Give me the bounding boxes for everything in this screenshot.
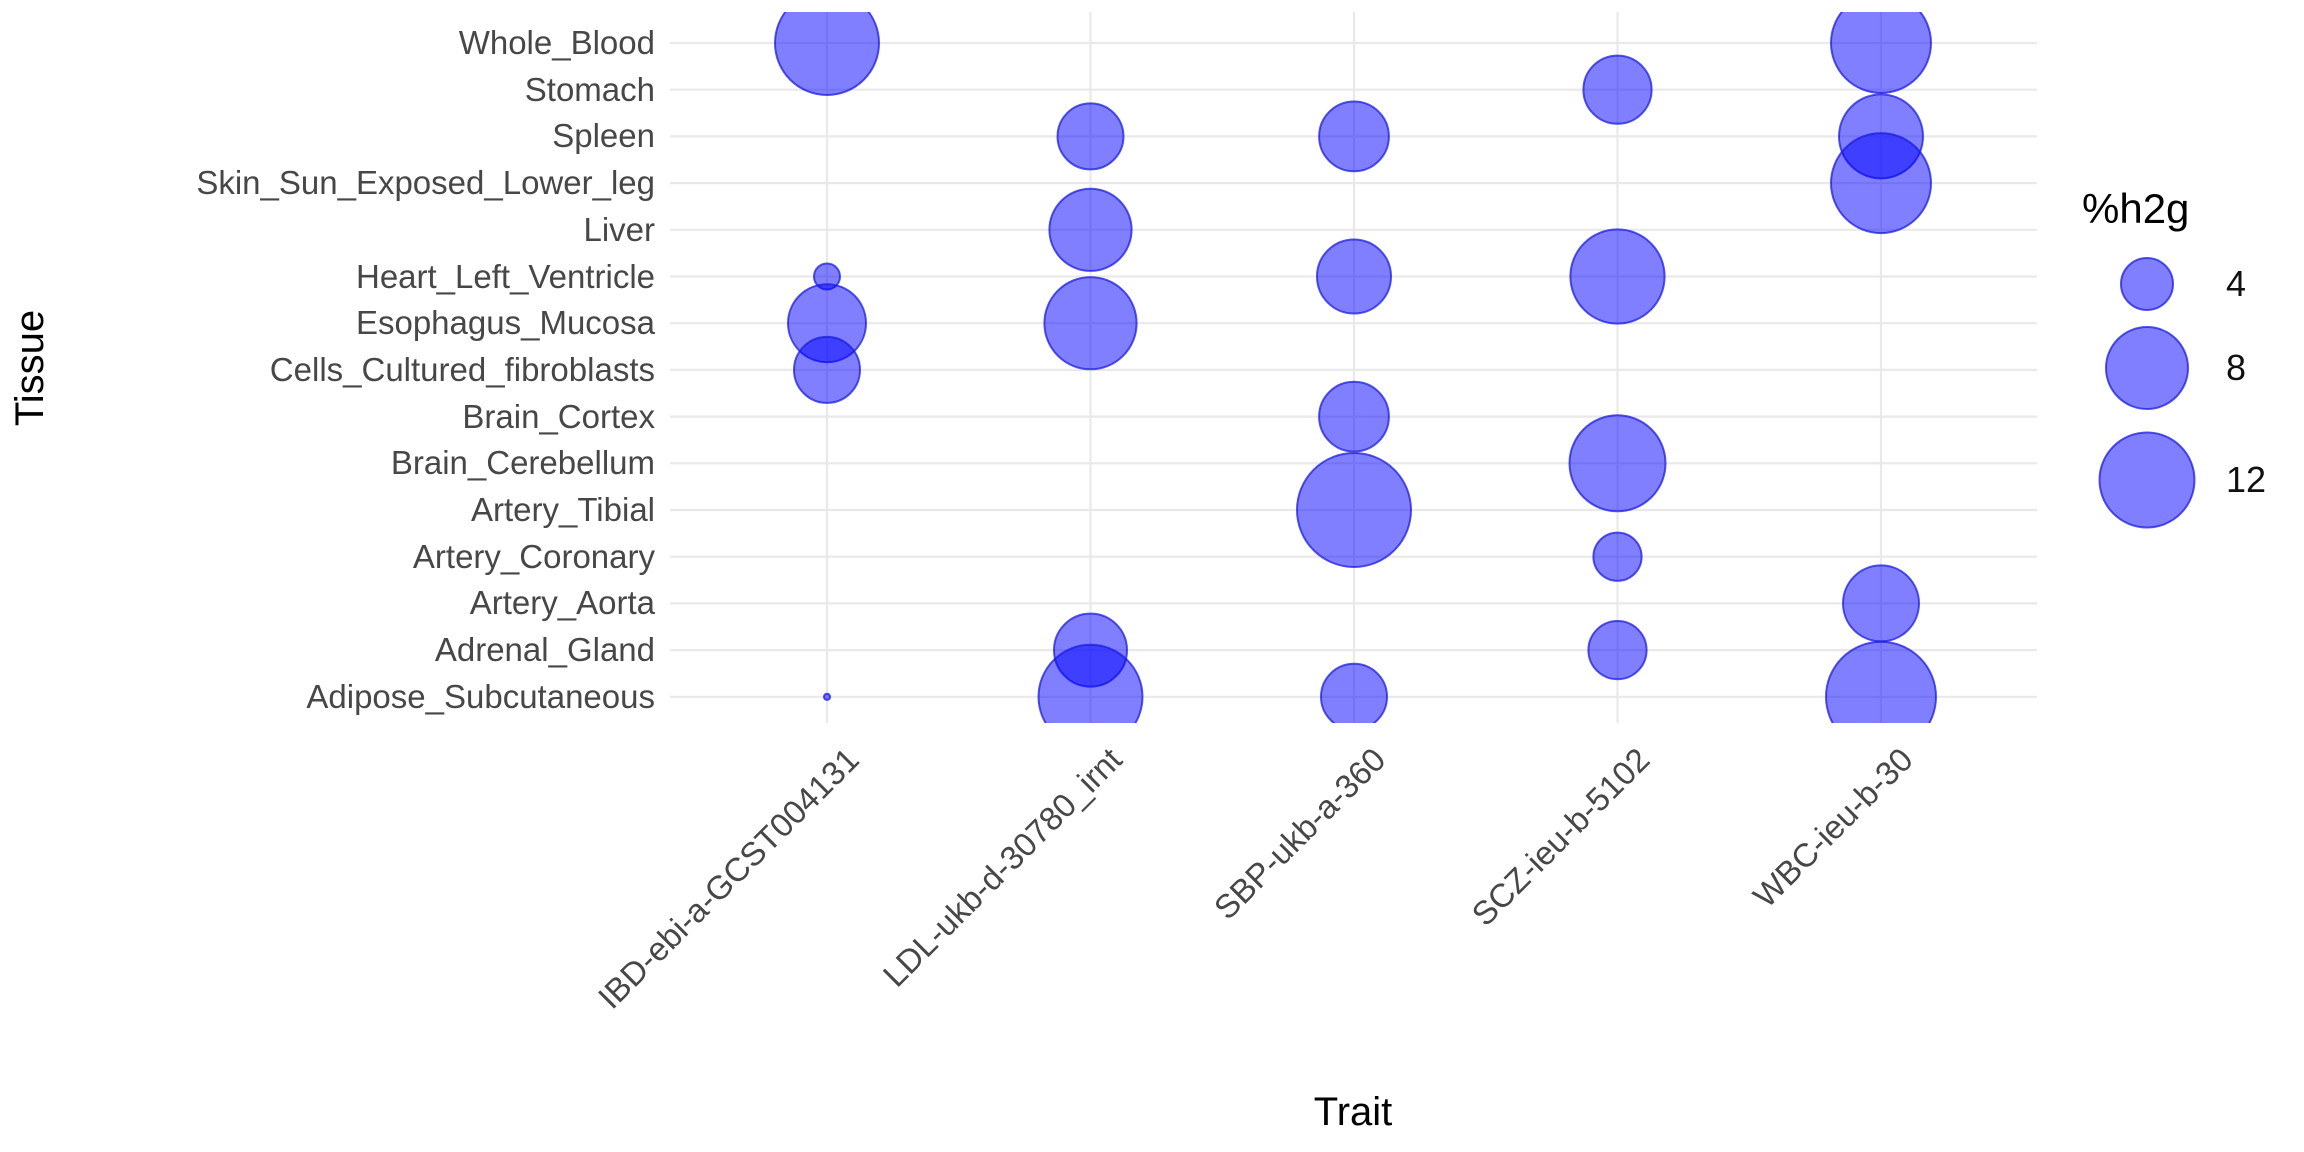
y-tick-label: Artery_Aorta bbox=[469, 584, 655, 622]
bubble bbox=[1318, 380, 1390, 453]
bubble bbox=[1842, 564, 1920, 643]
legend-value-label: 8 bbox=[2226, 347, 2247, 388]
bubble-layer bbox=[774, 12, 1937, 723]
legend-bubble-layer bbox=[2098, 257, 2196, 529]
y-tick-label: Brain_Cortex bbox=[462, 397, 655, 435]
y-tick-label: Heart_Left_Ventricle bbox=[355, 257, 655, 295]
y-axis-title: Tissue bbox=[8, 309, 52, 427]
bubble bbox=[1568, 414, 1667, 513]
bubble bbox=[1320, 662, 1388, 723]
y-tick-label: Esophagus_Mucosa bbox=[355, 304, 655, 342]
bubble bbox=[1318, 100, 1390, 173]
bubble bbox=[1587, 620, 1648, 681]
y-tick-label: Stomach bbox=[524, 70, 655, 108]
x-axis-title: Trait bbox=[1313, 1090, 1393, 1134]
bubble bbox=[1056, 102, 1125, 171]
bubble bbox=[1296, 452, 1412, 568]
legend-bubble bbox=[2098, 431, 2196, 529]
y-tick-label: Brain_Cerebellum bbox=[390, 444, 655, 482]
bubble bbox=[1592, 531, 1643, 582]
legend-title: %h2g bbox=[2082, 185, 2190, 232]
bubble bbox=[822, 692, 832, 701]
y-tick-label: Liver bbox=[583, 210, 655, 248]
y-tick-label: Whole_Blood bbox=[458, 23, 655, 61]
y-tick-label: Adrenal_Gland bbox=[434, 630, 655, 668]
bubble bbox=[1043, 276, 1138, 371]
y-tick-label: Artery_Coronary bbox=[412, 537, 655, 575]
bubble bbox=[793, 335, 861, 404]
bubble bbox=[1048, 187, 1133, 272]
bubble bbox=[1825, 640, 1937, 723]
bubble bbox=[1582, 54, 1653, 125]
bubble bbox=[1830, 132, 1932, 235]
legend-value-label: 12 bbox=[2226, 459, 2267, 500]
y-tick-label: Cells_Cultured_fibroblasts bbox=[269, 350, 655, 388]
y-tick-label: Spleen bbox=[552, 117, 655, 155]
y-tick-label: Artery_Tibial bbox=[471, 490, 655, 528]
bubble bbox=[1830, 12, 1932, 94]
legend-bubble bbox=[2105, 326, 2189, 410]
legend-bubble bbox=[2120, 257, 2174, 311]
bubble bbox=[774, 12, 880, 96]
y-tick-label: Skin_Sun_Exposed_Lower_leg bbox=[196, 163, 655, 201]
bubble bbox=[1569, 228, 1666, 325]
bubble bbox=[1316, 238, 1392, 315]
bubble bbox=[1037, 643, 1144, 723]
legend-value-label: 4 bbox=[2226, 263, 2247, 304]
y-tick-label: Adipose_Subcutaneous bbox=[306, 677, 655, 715]
